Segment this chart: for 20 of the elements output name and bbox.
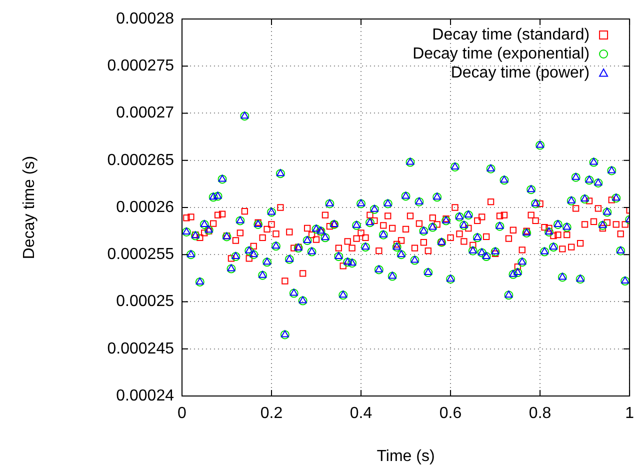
x-tick-label: 0 [178,405,187,422]
y-tick-label: 0.00024 [116,387,174,404]
y-axis-title: Decay time (s) [21,156,38,260]
legend-label: Decay time (standard) [432,26,590,44]
x-tick-label: 0.8 [528,405,552,422]
y-tick-label: 0.000255 [107,246,174,264]
y-tick-label: 0.00026 [116,198,174,216]
y-tick-label: 0.00028 [116,10,174,28]
y-tick-label: 0.00027 [116,104,174,122]
legend-label: Decay time (exponential) [412,45,590,62]
x-tick-label: 0.2 [260,405,283,422]
legend-label: Decay time (power) [450,64,590,82]
x-tick-label: 0.6 [439,405,462,422]
x-axis-title: Time (s) [376,448,435,465]
x-tick-label: 1 [625,405,634,422]
y-tick-label: 0.00025 [116,293,174,310]
y-tick-label: 0.000245 [107,340,174,358]
y-tick-label: 0.000275 [107,58,174,75]
y-tick-label: 0.000265 [107,152,174,169]
x-tick-label: 0.4 [350,405,372,422]
